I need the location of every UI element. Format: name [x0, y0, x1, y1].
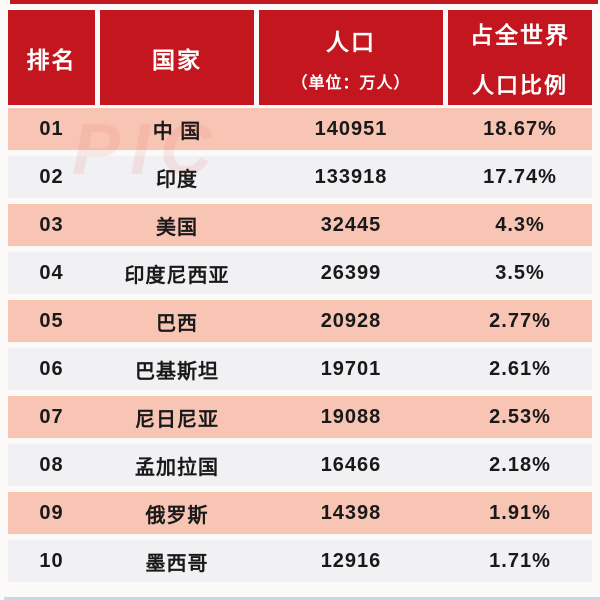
rank-cell: 07 [39, 405, 64, 428]
country-cell: 孟加拉国 [135, 456, 219, 479]
rank-cell: 01 [39, 117, 64, 140]
population-cell: 140951 [314, 117, 388, 140]
table-header-row: 排名 国家 人口 （单位：万人） 占全世界 人口比例 [8, 10, 592, 105]
country-cell: 尼日尼亚 [135, 408, 219, 431]
share-cell: 3.5% [495, 261, 545, 284]
top-accent-line [10, 0, 598, 4]
population-cell: 19088 [320, 405, 382, 428]
share-cell: 1.71% [489, 549, 551, 572]
share-cell: 2.61% [489, 357, 551, 380]
header-label-country: 国家 [152, 46, 202, 73]
population-cell: 19701 [320, 357, 382, 380]
rank-cell: 05 [39, 309, 64, 332]
population-cell: 32445 [320, 213, 382, 236]
world-population-table: 排名 国家 人口 （单位：万人） 占全世界 人口比例 01 中 国 140951… [8, 10, 592, 588]
rank-cell: 09 [39, 501, 64, 524]
table-row: 03 美国 32445 4.3% [8, 204, 592, 246]
population-cell: 14398 [320, 501, 382, 524]
rank-cell: 06 [39, 357, 64, 380]
share-cell: 18.67% [483, 117, 557, 140]
table-row: 07 尼日尼亚 19088 2.53% [8, 396, 592, 438]
country-cell: 中 国 [152, 120, 202, 143]
header-cell-share: 占全世界 人口比例 [448, 10, 592, 105]
population-cell: 16466 [320, 453, 382, 476]
header-label-rank: 排名 [26, 46, 77, 73]
table-row: 10 墨西哥 12916 1.71% [8, 540, 592, 582]
header-cell-country: 国家 [100, 10, 254, 105]
share-cell: 17.74% [483, 165, 557, 188]
table-row: 02 印度 133918 17.74% [8, 156, 592, 198]
country-cell: 印度 [156, 168, 198, 191]
header-sublabel-population-unit: （单位：万人） [291, 74, 411, 92]
country-cell: 巴西 [156, 312, 198, 335]
share-cell: 1.91% [489, 501, 551, 524]
rank-cell: 04 [39, 261, 64, 284]
rank-cell: 08 [39, 453, 64, 476]
country-cell: 墨西哥 [145, 552, 209, 575]
table-row: 08 孟加拉国 16466 2.18% [8, 444, 592, 486]
header-cell-rank: 排名 [8, 10, 95, 105]
country-cell: 美国 [156, 216, 198, 239]
country-cell: 印度尼西亚 [124, 264, 230, 287]
table-row: 09 俄罗斯 14398 1.91% [8, 492, 592, 534]
header-label-share-line1: 占全世界 [470, 21, 570, 48]
rank-cell: 02 [39, 165, 64, 188]
rank-cell: 10 [39, 549, 64, 572]
header-label-population: 人口 [326, 28, 376, 55]
rank-cell: 03 [39, 213, 64, 236]
bottom-edge-line [4, 597, 600, 600]
country-cell: 巴基斯坦 [135, 360, 219, 383]
table-row: 05 巴西 20928 2.77% [8, 300, 592, 342]
country-cell: 俄罗斯 [145, 504, 209, 527]
population-cell: 20928 [320, 309, 382, 332]
header-cell-population: 人口 （单位：万人） [259, 10, 443, 105]
population-cell: 26399 [320, 261, 382, 284]
header-label-share-line2: 人口比例 [471, 72, 568, 98]
share-cell: 2.77% [489, 309, 551, 332]
table-row: 01 中 国 140951 18.67% [8, 108, 592, 150]
share-cell: 2.18% [489, 453, 551, 476]
share-cell: 4.3% [495, 213, 545, 236]
population-cell: 12916 [320, 549, 382, 572]
table-body: 01 中 国 140951 18.67% 02 印度 133918 17.74%… [8, 108, 592, 582]
share-cell: 2.53% [489, 405, 551, 428]
table-row: 06 巴基斯坦 19701 2.61% [8, 348, 592, 390]
population-cell: 133918 [314, 165, 388, 188]
table-row: 04 印度尼西亚 26399 3.5% [8, 252, 592, 294]
